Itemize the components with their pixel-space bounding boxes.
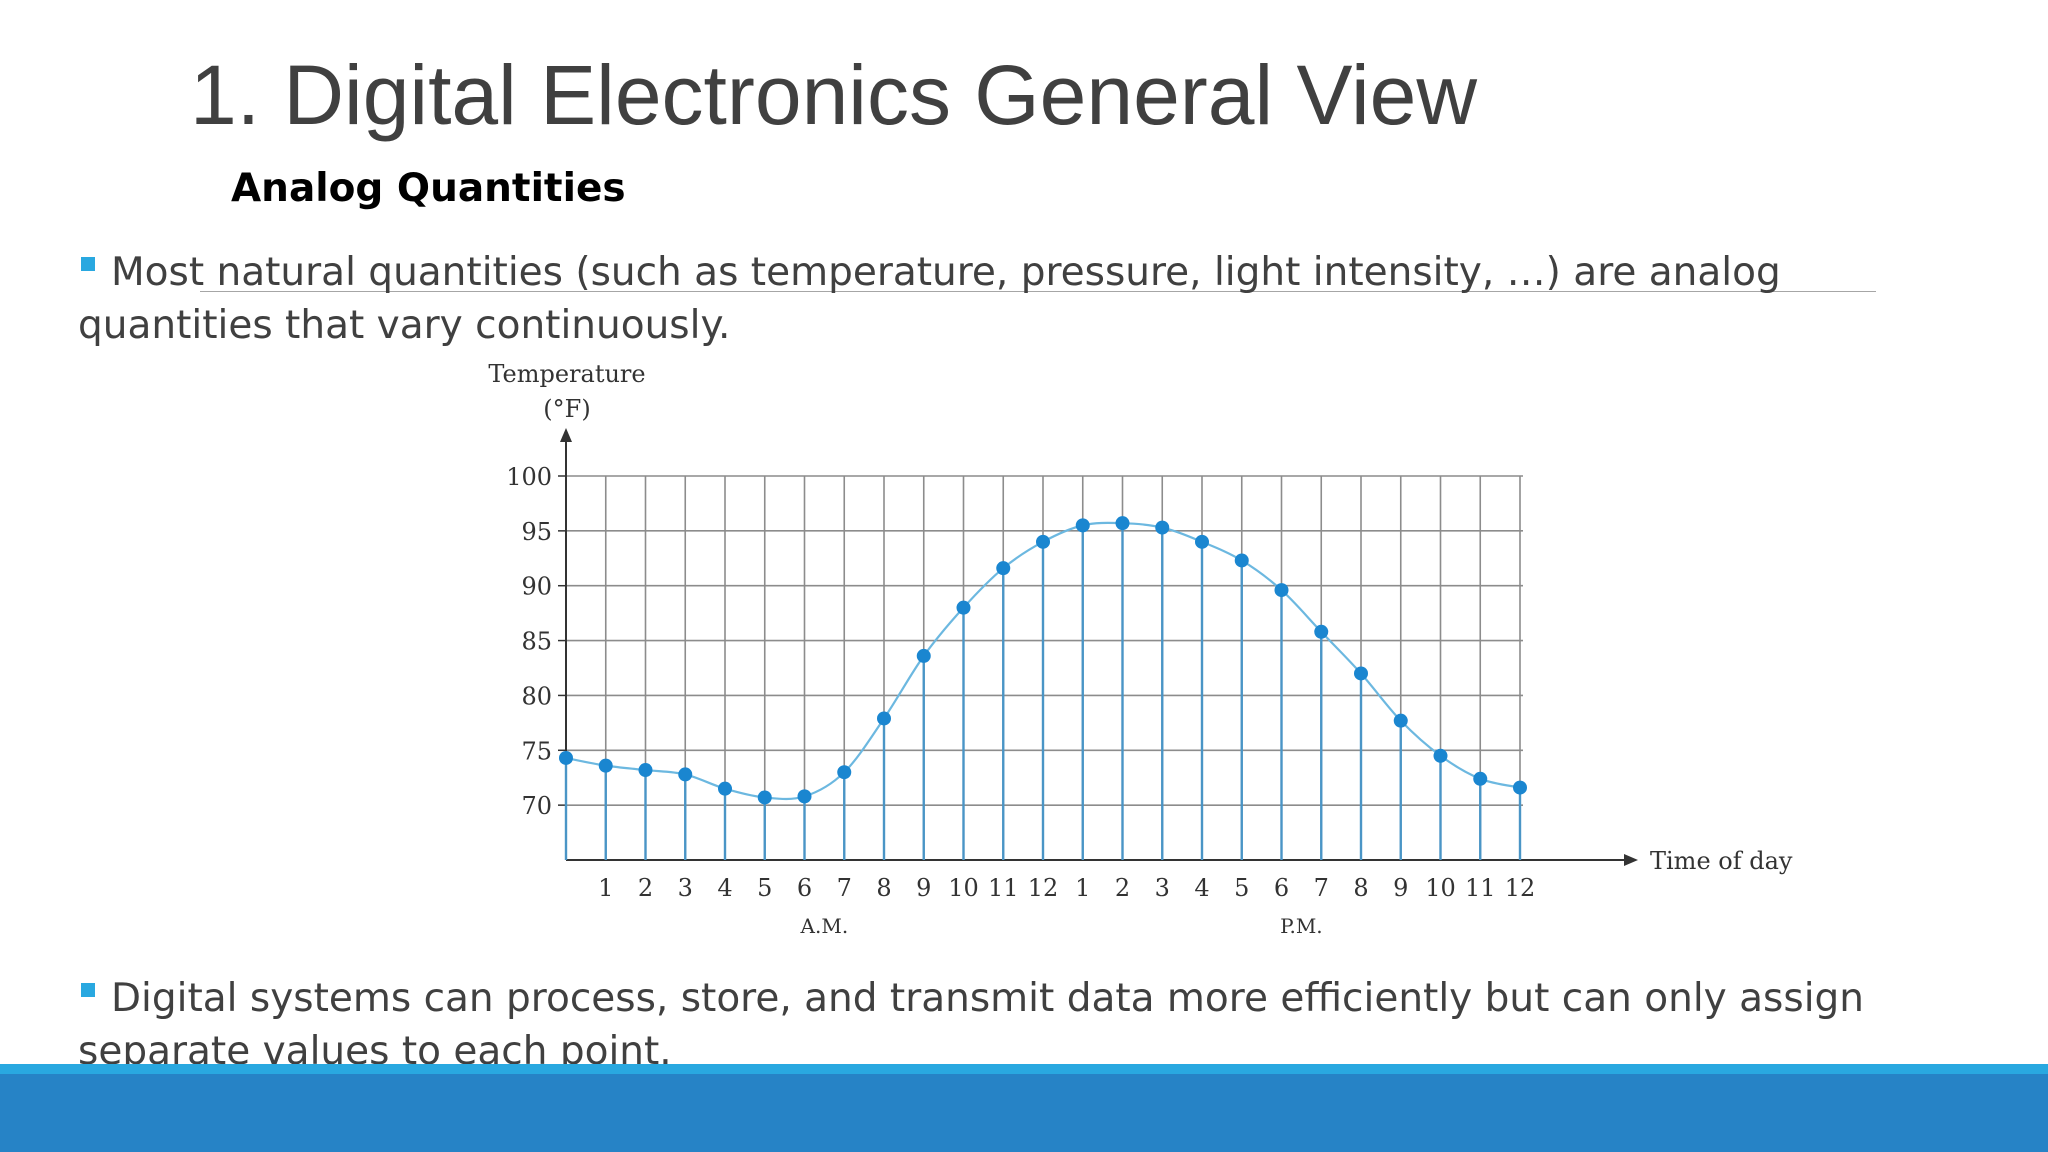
- x-tick-label: 4: [717, 874, 732, 902]
- bullet-item: Most natural quantities (such as tempera…: [78, 246, 1958, 352]
- data-point: [638, 763, 653, 778]
- x-tick-label: 5: [1234, 874, 1249, 902]
- data-point: [718, 781, 732, 796]
- y-axis-arrow-icon: [560, 428, 572, 442]
- data-point: [1354, 666, 1368, 681]
- data-point: [1075, 518, 1090, 533]
- data-point: [559, 750, 573, 765]
- x-tick-label: 6: [1274, 874, 1289, 902]
- x-axis-label: Time of day: [1650, 847, 1793, 875]
- x-tick-label: 5: [757, 874, 772, 902]
- x-tick-label: 3: [678, 874, 693, 902]
- data-point: [1195, 534, 1209, 549]
- x-tick-label: 8: [1353, 874, 1368, 902]
- y-axis-label-line-1: Temperature: [488, 360, 645, 388]
- bullet-square-icon: [81, 257, 95, 271]
- x-tick-label: 3: [1155, 874, 1170, 902]
- y-tick-label: 95: [521, 518, 552, 546]
- x-tick-label: 12: [1505, 874, 1536, 902]
- x-tick-label: 2: [1115, 874, 1130, 902]
- period-label: P.M.: [1280, 914, 1323, 938]
- footer-accent-stripe: [0, 1064, 2048, 1074]
- y-tick-label: 75: [521, 737, 552, 765]
- bullet-text: Digital systems can process, store, and …: [78, 976, 1865, 1074]
- data-point: [996, 561, 1011, 576]
- x-tick-label: 1: [598, 874, 613, 902]
- data-point: [757, 790, 772, 805]
- period-label: A.M.: [800, 914, 849, 938]
- data-point: [1036, 534, 1050, 549]
- data-point: [1314, 624, 1329, 639]
- x-tick-label: 2: [638, 874, 653, 902]
- data-point: [598, 758, 613, 773]
- x-axis-arrow-icon: [1624, 854, 1638, 866]
- x-tick-label: 10: [1425, 874, 1456, 902]
- x-tick-label: 11: [1465, 874, 1496, 902]
- x-tick-label: 10: [948, 874, 979, 902]
- y-axis-label-line-2: (°F): [543, 395, 590, 423]
- data-point: [1155, 520, 1170, 535]
- x-tick-label: 7: [1314, 874, 1329, 902]
- x-tick-label: 11: [988, 874, 1019, 902]
- data-point: [1393, 713, 1408, 728]
- x-tick-label: 8: [876, 874, 891, 902]
- data-point: [1513, 780, 1527, 795]
- y-tick-label: 100: [506, 463, 552, 491]
- data-point: [1433, 748, 1448, 763]
- data-point: [1473, 771, 1488, 786]
- slide-title: 1. Digital Electronics General View: [190, 48, 1478, 142]
- x-tick-label: 12: [1028, 874, 1059, 902]
- data-point: [837, 765, 852, 780]
- x-tick-label: 7: [837, 874, 852, 902]
- temperature-chart: Temperature (°F) Time of day 70758085909…: [488, 360, 1793, 938]
- bullet-square-icon: [81, 983, 95, 997]
- data-point: [877, 711, 891, 726]
- data-point: [1115, 516, 1130, 531]
- x-tick-label: 4: [1194, 874, 1209, 902]
- data-point: [797, 789, 812, 804]
- data-point: [916, 648, 931, 663]
- data-point: [678, 767, 693, 782]
- y-tick-label: 85: [521, 628, 552, 656]
- bullet-item: Digital systems can process, store, and …: [78, 972, 1958, 1078]
- bullet-text: Most natural quantities (such as tempera…: [78, 250, 1781, 348]
- y-tick-label: 90: [521, 573, 552, 601]
- x-tick-label: 1: [1075, 874, 1090, 902]
- x-tick-label: 9: [916, 874, 931, 902]
- data-point: [956, 600, 971, 615]
- data-point: [1234, 553, 1249, 568]
- y-tick-label: 80: [521, 682, 552, 710]
- data-point: [1274, 583, 1289, 598]
- divider-line: [200, 291, 1876, 292]
- slide-subtitle: Analog Quantities: [231, 166, 626, 211]
- footer-bar: [0, 1074, 2048, 1152]
- y-tick-label: 70: [521, 792, 552, 820]
- x-tick-label: 6: [797, 874, 812, 902]
- x-tick-label: 9: [1393, 874, 1408, 902]
